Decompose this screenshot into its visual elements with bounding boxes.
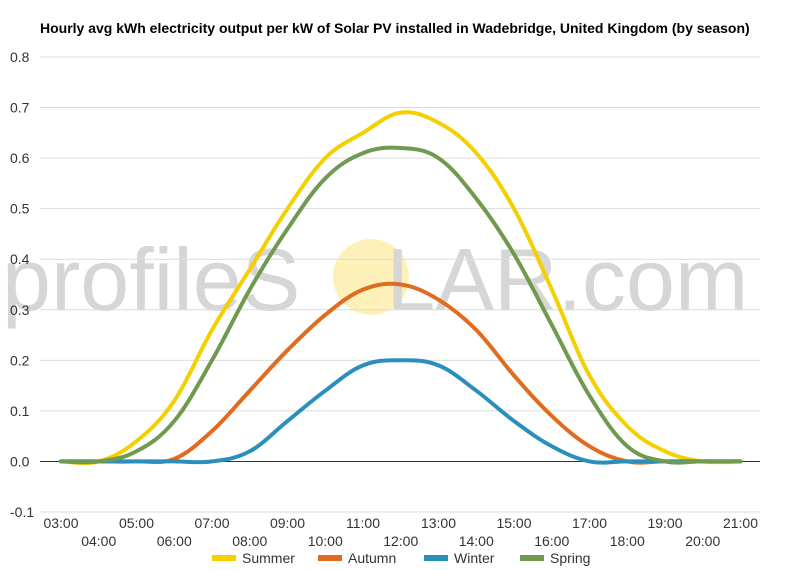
series-line-spring bbox=[59, 145, 743, 465]
y-tick-label: 0.0 bbox=[10, 453, 30, 469]
legend-swatch bbox=[318, 555, 342, 561]
x-tick-label: 09:00 bbox=[270, 515, 305, 531]
series-line-winter bbox=[59, 358, 743, 465]
x-tick-label: 13:00 bbox=[421, 515, 456, 531]
x-tick-label: 03:00 bbox=[43, 515, 78, 531]
legend-swatch bbox=[212, 555, 236, 561]
x-tick-label: 19:00 bbox=[647, 515, 682, 531]
y-tick-label: 0.8 bbox=[10, 49, 30, 65]
x-tick-label: 07:00 bbox=[194, 515, 229, 531]
x-tick-label: 15:00 bbox=[496, 515, 531, 531]
series-lines bbox=[59, 110, 743, 466]
x-tick-label: 17:00 bbox=[572, 515, 607, 531]
y-tick-label: 0.4 bbox=[10, 251, 30, 267]
legend[interactable]: Summer Autumn Winter Spring bbox=[212, 550, 590, 566]
y-axis-ticks: -0.1 0.0 0.1 0.2 0.3 0.4 0.5 0.6 0.7 0.8 bbox=[10, 49, 34, 520]
x-tick-label: 08:00 bbox=[232, 533, 267, 549]
x-tick-label: 04:00 bbox=[81, 533, 116, 549]
y-tick-label: 0.6 bbox=[10, 150, 30, 166]
x-tick-label: 21:00 bbox=[723, 515, 758, 531]
legend-label: Summer bbox=[242, 550, 295, 566]
legend-label: Winter bbox=[454, 550, 495, 566]
y-tick-label: 0.5 bbox=[10, 201, 30, 217]
y-tick-label: 0.3 bbox=[10, 302, 30, 318]
x-tick-label: 10:00 bbox=[308, 533, 343, 549]
x-tick-label: 11:00 bbox=[346, 515, 380, 531]
y-tick-label: -0.1 bbox=[10, 504, 34, 520]
legend-item-winter[interactable]: Winter bbox=[424, 550, 495, 566]
x-tick-label: 20:00 bbox=[685, 533, 720, 549]
legend-item-spring[interactable]: Spring bbox=[520, 550, 590, 566]
watermark-text: profileS LAR.com bbox=[2, 230, 748, 329]
legend-label: Autumn bbox=[348, 550, 396, 566]
x-tick-label: 05:00 bbox=[119, 515, 154, 531]
legend-swatch bbox=[424, 555, 448, 561]
x-tick-label: 16:00 bbox=[534, 533, 569, 549]
profilesolar-watermark: profileS LAR.com bbox=[2, 230, 748, 329]
x-tick-label: 06:00 bbox=[157, 533, 192, 549]
y-tick-label: 0.7 bbox=[10, 100, 30, 116]
legend-item-autumn[interactable]: Autumn bbox=[318, 550, 396, 566]
legend-item-summer[interactable]: Summer bbox=[212, 550, 295, 566]
y-tick-label: 0.1 bbox=[10, 403, 30, 419]
series-line-summer bbox=[59, 110, 743, 466]
legend-label: Spring bbox=[550, 550, 590, 566]
x-axis-ticks: 03:0004:0005:0006:0007:0008:0009:0010:00… bbox=[43, 515, 758, 549]
x-tick-label: 18:00 bbox=[610, 533, 645, 549]
y-tick-label: 0.2 bbox=[10, 352, 30, 368]
chart-title: Hourly avg kWh electricity output per kW… bbox=[40, 20, 750, 36]
x-tick-label: 12:00 bbox=[383, 533, 418, 549]
legend-swatch bbox=[520, 555, 544, 561]
x-tick-label: 14:00 bbox=[459, 533, 494, 549]
